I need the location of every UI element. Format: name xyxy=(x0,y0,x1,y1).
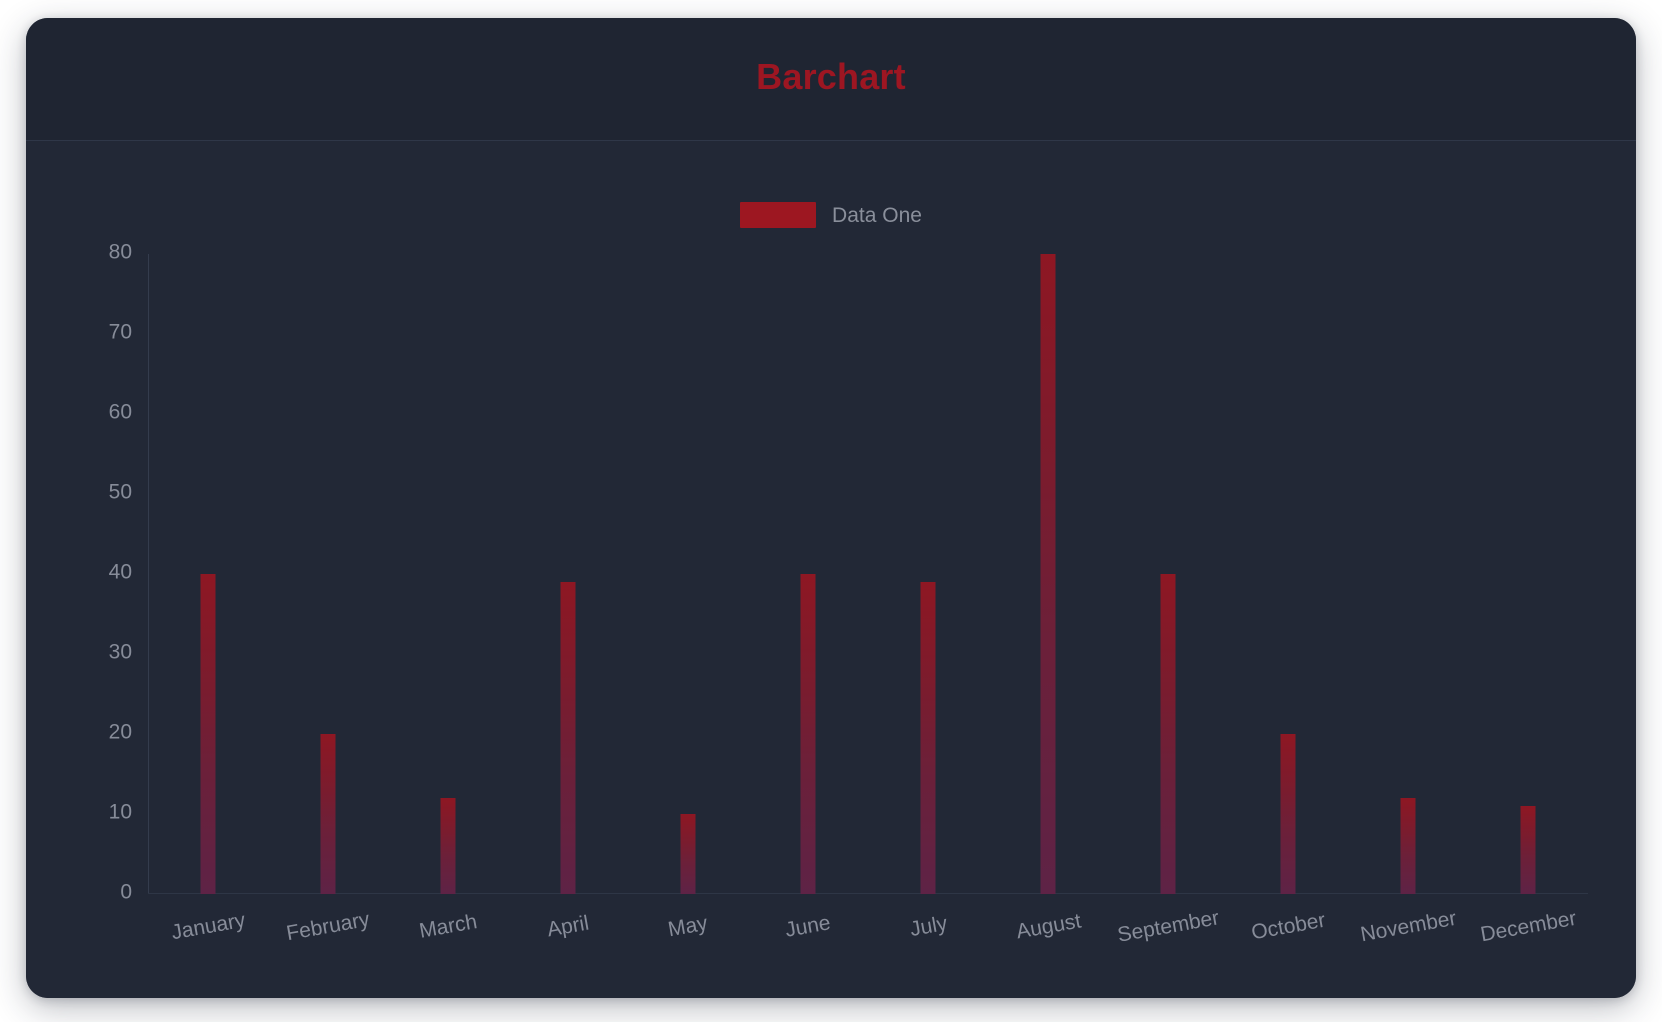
y-axis-tick: 20 xyxy=(108,720,132,744)
bar[interactable] xyxy=(1280,734,1296,894)
x-axis-tick: September xyxy=(1115,906,1221,947)
bar[interactable] xyxy=(320,734,336,894)
y-axis-labels: 0 10 20 30 40 50 60 70 80 xyxy=(80,242,132,903)
bar-series-data-one xyxy=(148,254,1588,894)
y-axis-tick: 50 xyxy=(108,480,132,504)
x-axis-tick: February xyxy=(284,907,372,946)
legend-swatch-icon xyxy=(740,202,817,228)
y-axis-tick: 70 xyxy=(108,320,132,344)
x-axis-tick: January xyxy=(169,908,247,945)
x-axis-tick: June xyxy=(783,911,833,942)
x-axis-tick: May xyxy=(666,911,710,942)
chart-legend: Data One xyxy=(26,202,1636,228)
y-axis-tick: 60 xyxy=(108,400,132,424)
x-axis-line xyxy=(148,893,1588,894)
y-axis-tick: 30 xyxy=(108,640,132,664)
bar[interactable] xyxy=(1520,806,1536,894)
bar[interactable] xyxy=(800,574,816,894)
y-axis-tick: 80 xyxy=(108,240,132,264)
legend-item-data-one[interactable]: Data One xyxy=(740,202,922,228)
x-axis-tick: March xyxy=(417,910,479,943)
x-axis-tick: October xyxy=(1249,908,1327,945)
x-axis-tick: November xyxy=(1358,906,1458,947)
bar[interactable] xyxy=(560,582,576,894)
bar[interactable] xyxy=(440,798,456,894)
bar[interactable] xyxy=(1160,574,1176,894)
x-axis-tick: August xyxy=(1013,909,1083,944)
card-body: Data One 0 10 20 30 40 50 60 70 80 January Februa… xyxy=(26,142,1636,998)
y-axis-line xyxy=(148,254,149,894)
y-axis-tick: 40 xyxy=(108,560,132,584)
x-axis-labels: January February March April May June July Augu… xyxy=(148,894,1588,994)
x-axis-tick: December xyxy=(1478,906,1578,947)
bar[interactable] xyxy=(1040,254,1056,894)
card-header: Barchart xyxy=(26,18,1636,141)
bar[interactable] xyxy=(200,574,216,894)
plot-area: 0 10 20 30 40 50 60 70 80 January February March Ap… xyxy=(26,142,1636,998)
x-axis-tick: July xyxy=(907,911,949,942)
bar[interactable] xyxy=(920,582,936,894)
y-axis-tick: 0 xyxy=(120,880,132,904)
bar[interactable] xyxy=(1400,798,1416,894)
legend-item-label: Data One xyxy=(832,203,922,227)
x-axis-tick: April xyxy=(545,911,591,942)
page-title: Barchart xyxy=(756,56,906,97)
y-axis-tick: 10 xyxy=(108,800,132,824)
barchart-card: Barchart Data One 0 10 20 30 40 50 60 70 80 Janu… xyxy=(26,18,1636,998)
bar[interactable] xyxy=(680,814,696,894)
